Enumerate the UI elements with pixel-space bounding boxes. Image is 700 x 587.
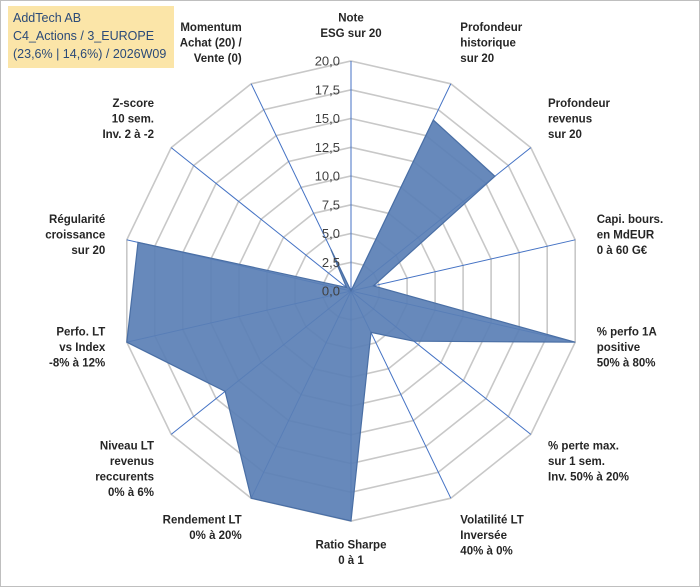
- axis-label-line: Z-score: [112, 98, 154, 110]
- axis-spoke-12: [170, 147, 352, 292]
- axis-label-line: Vente (0): [194, 53, 242, 65]
- tick-label: 20,0: [315, 54, 340, 69]
- tick-label: 15,0: [315, 111, 340, 126]
- tick-label: 2,5: [322, 255, 340, 270]
- axis-label-line: 0 à 60 G€: [597, 245, 648, 257]
- axis-label-13: Momentum Achat (20) / Vente (0): [180, 22, 243, 65]
- axis-label-line: ESG sur 20: [320, 28, 381, 40]
- axis-label-line: Régularité: [49, 214, 105, 226]
- axis-label-line: Profondeur: [548, 98, 610, 110]
- series-layer: [126, 119, 576, 522]
- axis-label-7: Ratio Sharpe 0 à 1: [316, 540, 387, 568]
- axis-label-line: croissance: [45, 230, 105, 242]
- axis-label-line: 40% à 0%: [460, 546, 512, 558]
- axis-label-line: sur 20: [548, 129, 582, 141]
- axis-label-line: Achat (20) /: [180, 38, 243, 50]
- axis-label-line: sur 20: [460, 53, 494, 65]
- axis-label-line: % perfo 1A: [597, 326, 657, 338]
- axis-label-line: sur 1 sem.: [548, 456, 605, 468]
- tick-label: 17,5: [315, 82, 340, 97]
- axis-label-9: Niveau LT revenus reccurents 0% à 6%: [95, 441, 154, 500]
- axis-label-5: % perte max. sur 1 sem. Inv. 50% à 20%: [548, 441, 629, 484]
- performance-summary: (23,6% | 14,6%) / 2026W09: [13, 47, 167, 61]
- series-area: [126, 119, 576, 522]
- axis-label-line: Volatilité LT: [460, 515, 523, 527]
- axis-label-line: Inversée: [460, 530, 507, 542]
- axis-label-line: Niveau LT: [100, 441, 154, 453]
- axis-label-line: Note: [338, 13, 364, 25]
- axis-label-line: en MdEUR: [597, 230, 655, 242]
- company-name: AddTech AB: [13, 11, 82, 25]
- axis-label-4: % perfo 1A positive 50% à 80%: [597, 326, 657, 369]
- axis-label-line: vs Index: [59, 342, 106, 354]
- axis-label-line: 0% à 6%: [108, 487, 154, 499]
- axis-label-line: Perfo. LT: [56, 326, 105, 338]
- tick-label: 7,5: [322, 197, 340, 212]
- chart-title-box: AddTech AB C4_Actions / 3_EUROPE (23,6% …: [8, 6, 174, 68]
- axis-label-line: historique: [460, 38, 516, 50]
- axis-label-line: Inv. 50% à 20%: [548, 472, 629, 484]
- axis-label-6: Volatilité LT Inversée 40% à 0%: [460, 515, 523, 558]
- axis-label-line: Profondeur: [460, 22, 522, 34]
- axis-label-line: positive: [597, 342, 640, 354]
- axis-label-line: Momentum: [180, 22, 241, 34]
- tick-label: 0,0: [322, 284, 340, 299]
- axis-spoke-3: [350, 239, 576, 292]
- axis-label-line: 10 sem.: [112, 113, 154, 125]
- category-path: C4_Actions / 3_EUROPE: [13, 29, 155, 43]
- axis-label-line: -8% à 12%: [49, 357, 105, 369]
- label-layer: Note ESG sur 20 Profondeur historique sur 20…: [45, 13, 663, 568]
- tick-layer: 0,0 2,5 5,0 7,5 10,0 12,5 15,0 17,5 20,0: [315, 54, 340, 299]
- axis-label-2: Profondeur revenus sur 20: [548, 98, 610, 141]
- axis-label-line: 0% à 20%: [189, 530, 241, 542]
- axis-label-line: Rendement LT: [163, 515, 242, 527]
- axis-label-line: Capi. bours.: [597, 214, 663, 226]
- axis-label-11: Régularité croissance sur 20: [45, 214, 105, 257]
- tick-label: 10,0: [315, 169, 340, 184]
- axis-label-line: 0 à 1: [338, 555, 364, 567]
- axis-label-3: Capi. bours. en MdEUR 0 à 60 G€: [597, 214, 663, 257]
- axis-label-line: 50% à 80%: [597, 357, 656, 369]
- axis-label-0: Note ESG sur 20: [320, 13, 381, 41]
- tick-label: 5,0: [322, 226, 340, 241]
- axis-label-12: Z-score 10 sem. Inv. 2 à -2: [102, 98, 154, 141]
- axis-label-10: Perfo. LT vs Index -8% à 12%: [49, 326, 106, 369]
- tick-label: 12,5: [315, 140, 340, 155]
- axis-label-8: Rendement LT 0% à 20%: [163, 515, 242, 543]
- axis-label-line: % perte max.: [548, 441, 619, 453]
- axis-label-1: Profondeur historique sur 20: [460, 22, 522, 65]
- axis-label-line: revenus: [548, 113, 592, 125]
- axis-label-line: Inv. 2 à -2: [102, 129, 154, 141]
- axis-label-line: Ratio Sharpe: [316, 540, 387, 552]
- axis-label-line: reccurents: [95, 472, 154, 484]
- axis-label-line: sur 20: [71, 245, 105, 257]
- axis-label-line: revenus: [110, 456, 154, 468]
